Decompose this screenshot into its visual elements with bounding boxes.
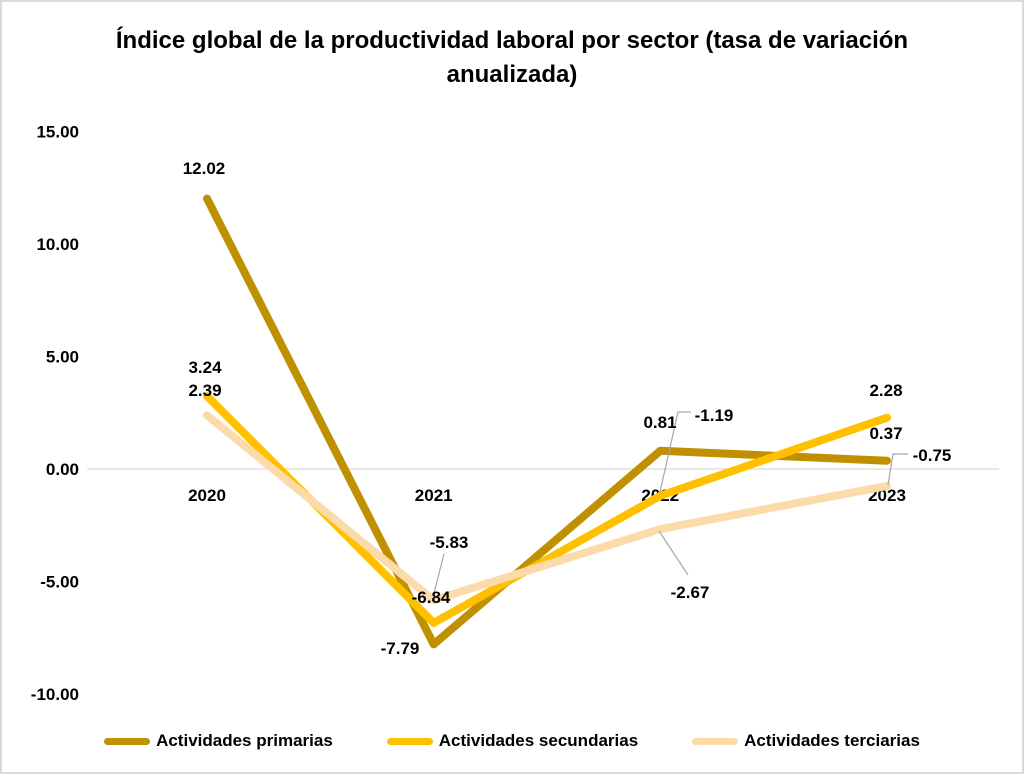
legend-label: Actividades terciarias: [744, 731, 920, 750]
y-axis-tick-label: 0.00: [46, 460, 79, 479]
data-label: -6.84: [412, 588, 451, 607]
data-label-leader-line: [658, 530, 689, 576]
series-line-3: [203, 411, 891, 605]
data-label-leader-line: [659, 411, 691, 493]
series-line-1: [203, 194, 891, 649]
data-label: -0.75: [913, 446, 952, 465]
data-label: 3.24: [188, 358, 222, 377]
legend-label: Actividades secundarias: [438, 731, 639, 750]
chart-title: Índice global de la productividad labora…: [115, 27, 909, 88]
legend-item-1: Actividades primarias: [104, 731, 333, 751]
y-axis-tick-label: -5.00: [40, 573, 79, 592]
x-axis-label-2020: 2020: [188, 486, 226, 505]
data-label-leader-line: [887, 453, 908, 486]
data-label: -5.83: [430, 533, 469, 552]
legend-label: Actividades primarias: [156, 731, 333, 750]
data-label: 0.37: [869, 424, 902, 443]
data-label: -7.79: [381, 639, 420, 658]
data-label-leader-line: [433, 553, 445, 594]
legend: Actividades primarias Actividades secunda…: [2, 725, 1022, 757]
data-label: 12.02: [183, 159, 226, 178]
y-axis-tick-label: 5.00: [46, 348, 79, 367]
legend-item-2: Actividades secundarias: [386, 731, 639, 751]
data-label: 2.39: [188, 381, 221, 400]
legend-swatch-icon: [692, 737, 739, 745]
legend-swatch-icon: [386, 737, 433, 745]
data-label: 0.81: [643, 413, 676, 432]
legend-swatch-icon: [104, 737, 151, 745]
x-axis-label-2021: 2021: [415, 486, 453, 505]
legend-item-3: Actividades terciarias: [692, 731, 920, 751]
y-axis-tick-label: -10.00: [31, 685, 79, 704]
series-line-2: [203, 392, 891, 627]
data-label: -1.19: [695, 406, 734, 425]
y-axis-tick-label: 10.00: [36, 235, 79, 254]
y-axis-tick-label: 15.00: [36, 123, 79, 142]
data-label: -2.67: [671, 583, 710, 602]
data-label: 2.28: [869, 381, 902, 400]
